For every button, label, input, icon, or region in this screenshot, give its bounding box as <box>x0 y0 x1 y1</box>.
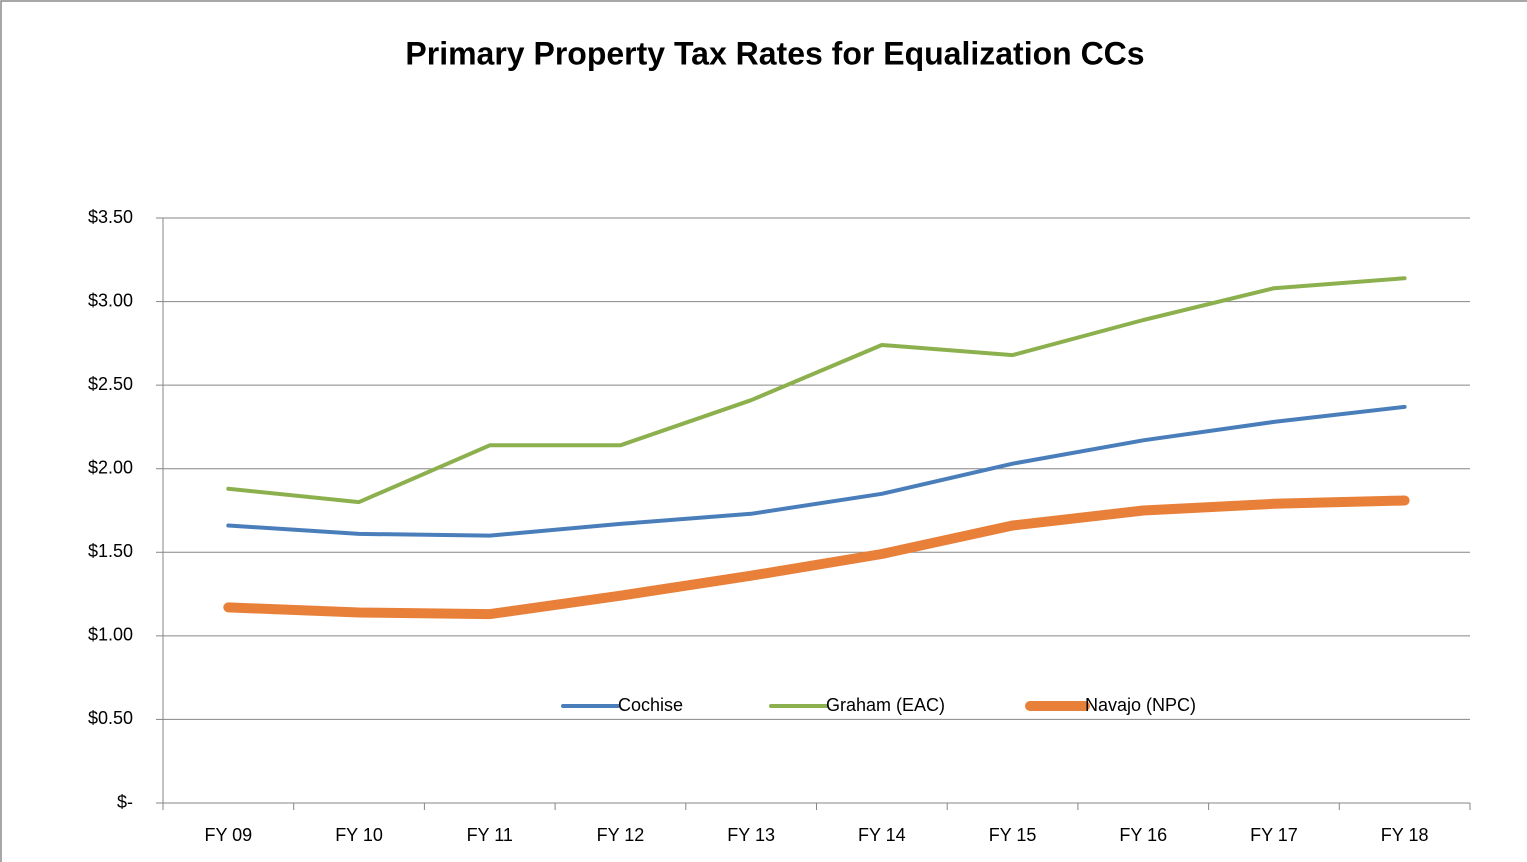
y-tick-label: $3.50 <box>88 207 133 227</box>
y-tick-label: $0.50 <box>88 708 133 728</box>
x-tick-label: FY 17 <box>1250 825 1298 845</box>
x-tick-label: FY 14 <box>858 825 906 845</box>
legend-label: Cochise <box>618 695 683 715</box>
x-tick-label: FY 12 <box>597 825 645 845</box>
series-line <box>223 495 1410 620</box>
chart-title: Primary Property Tax Rates for Equalizat… <box>405 35 1144 71</box>
x-tick-label: FY 09 <box>204 825 252 845</box>
x-tick-label: FY 13 <box>727 825 775 845</box>
series-line <box>226 404 1407 538</box>
x-tick-label: FY 16 <box>1119 825 1167 845</box>
series-line <box>226 276 1407 505</box>
legend-label: Navajo (NPC) <box>1085 695 1196 715</box>
y-tick-label: $- <box>117 792 133 812</box>
x-tick-label: FY 11 <box>467 825 513 845</box>
y-tick-label: $3.00 <box>88 290 133 310</box>
y-tick-label: $1.00 <box>88 625 133 645</box>
legend-label: Graham (EAC) <box>826 695 945 715</box>
y-tick-label: $1.50 <box>88 541 133 561</box>
y-tick-label: $2.50 <box>88 374 133 394</box>
x-tick-label: FY 10 <box>335 825 383 845</box>
x-tick-label: FY 15 <box>989 825 1037 845</box>
x-tick-label: FY 18 <box>1381 825 1429 845</box>
y-tick-label: $2.00 <box>88 457 133 477</box>
